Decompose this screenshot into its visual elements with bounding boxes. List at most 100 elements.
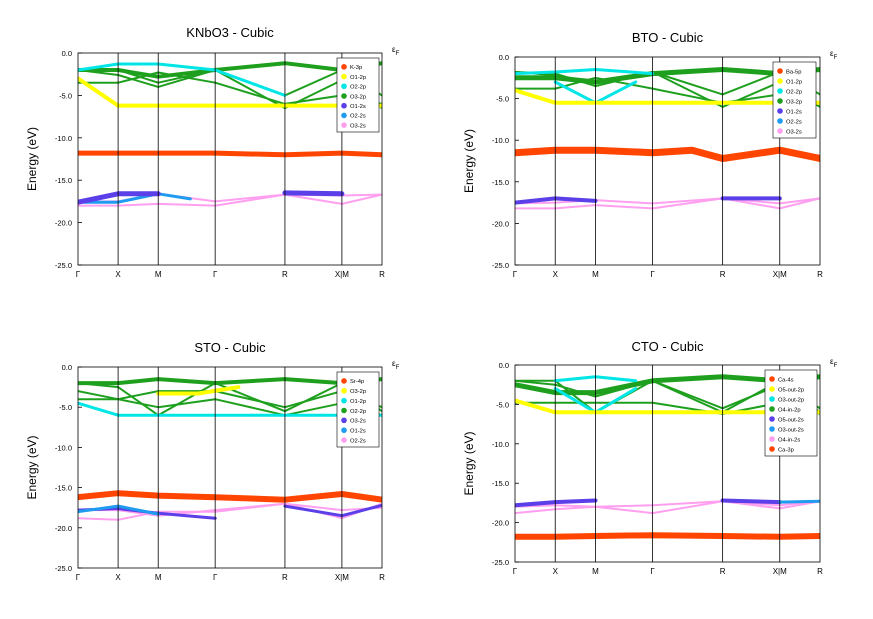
- k-point-label: X|M: [773, 270, 787, 279]
- k-point-label: Γ: [650, 270, 655, 279]
- k-point-label: Γ: [76, 270, 81, 279]
- band-panel-1: KNbO3 - Cubic 0.0 -5.0 -10.0 -15.0 -20.0 -25.0…: [25, 25, 400, 279]
- y-axis-label: Energy (eV): [25, 435, 39, 499]
- k-point-label: R: [720, 567, 726, 576]
- legend-marker: [769, 386, 775, 392]
- band-line: [78, 150, 382, 158]
- y-tick-label: -25.0: [492, 261, 509, 270]
- fermi-level-label: εF: [392, 359, 400, 371]
- y-tick-label: -5.0: [496, 400, 509, 409]
- panel-title: CTO - Cubic: [632, 339, 704, 354]
- legend-marker: [341, 378, 347, 384]
- band-line: [78, 398, 382, 417]
- k-point-label: Γ: [213, 573, 218, 582]
- legend-label: Sr-4p: [350, 379, 364, 385]
- legend-label: Ca-4s: [778, 377, 794, 383]
- legend-marker: [341, 437, 347, 443]
- legend-label: O3-2p: [350, 389, 366, 395]
- plot-frame: [514, 56, 821, 266]
- k-point-label: R: [379, 573, 385, 582]
- legend-marker: [341, 122, 347, 128]
- band-line: [78, 192, 192, 204]
- legend-label: O5-out-2p: [778, 387, 804, 393]
- k-point-label: X: [553, 567, 559, 576]
- legend-label: O1-2s: [786, 109, 802, 115]
- y-tick-label: -25.0: [55, 564, 72, 573]
- y-tick-label: -20.0: [492, 519, 509, 528]
- y-axis-label: Energy (eV): [25, 127, 39, 191]
- k-point-label: R: [720, 270, 726, 279]
- legend-label: O2-2p: [786, 89, 802, 95]
- panel-title: KNbO3 - Cubic: [186, 25, 274, 40]
- band-panel-2: BTO - Cubic 0.0 -5.0 -10.0 -15.0 -20.0 -25.0 Γ X…: [462, 30, 838, 279]
- legend-marker: [341, 397, 347, 404]
- legend-label: O1-2s: [350, 104, 366, 110]
- y-tick-label: -5.0: [496, 95, 509, 104]
- legend-marker: [341, 93, 347, 99]
- legend-label: O1-2p: [786, 79, 802, 85]
- legend: Ca-4s O5-out-2p O3-out-2p O4-in-2p O5-out-2s…: [764, 369, 818, 457]
- legend-label: O5-out-2s: [778, 417, 804, 423]
- legend-marker: [769, 426, 775, 432]
- legend-label: O1-2p: [350, 75, 366, 81]
- band-lines: [78, 377, 382, 521]
- legend-marker: [777, 68, 783, 74]
- y-tick-label: -25.0: [492, 558, 509, 567]
- legend-marker: [769, 396, 775, 402]
- legend-label: K-3p: [350, 65, 362, 71]
- legend-marker: [769, 446, 775, 452]
- k-point-label: X: [115, 270, 121, 279]
- legend-label: O2-2s: [786, 119, 802, 125]
- y-tick-label: -15.0: [55, 176, 72, 185]
- y-tick-label: 0.0: [62, 49, 72, 58]
- panel-title: BTO - Cubic: [632, 30, 704, 45]
- y-tick-label: -20.0: [55, 219, 72, 228]
- band-line: [78, 377, 382, 386]
- k-point-label: Γ: [213, 270, 218, 279]
- legend-label: O3-2s: [786, 129, 802, 135]
- band-panel-3: STO - Cubic 0.0 -5.0 -10.0 -15.0 -20.0 -25.0 Γ X…: [25, 340, 400, 582]
- legend-marker: [769, 406, 775, 412]
- band-line: [778, 499, 820, 504]
- y-tick-label: -10.0: [492, 440, 509, 449]
- plot-frame: [77, 366, 383, 569]
- legend-marker: [341, 73, 347, 80]
- band-line: [282, 190, 345, 197]
- legend-marker: [341, 387, 347, 394]
- y-tick-label: -10.0: [55, 134, 72, 143]
- legend-marker: [769, 436, 775, 442]
- k-point-label: X|M: [335, 573, 349, 582]
- band-panel-4: CTO - Cubic 0.0 -5.0 -10.0 -15.0 -20.0 -25.0 Γ X…: [462, 339, 838, 576]
- y-tick-label: -10.0: [55, 443, 72, 452]
- legend: Ba-5p O1-2p O2-2p O3-2p O1-2s O2-2s O3-2s: [772, 61, 817, 139]
- k-point-label: Γ: [513, 567, 518, 576]
- y-tick-label: -5.0: [59, 403, 72, 412]
- fermi-level-label: εF: [830, 49, 838, 61]
- legend-label: Ba-5p: [786, 69, 801, 75]
- k-point-label: X|M: [335, 270, 349, 279]
- legend-label: O1-2s: [350, 429, 366, 435]
- plot-frame: [77, 52, 383, 266]
- legend-label: O1-2p: [350, 399, 366, 405]
- k-point-label: R: [282, 270, 288, 279]
- k-point-label: R: [379, 270, 385, 279]
- y-tick-label: -10.0: [492, 136, 509, 145]
- y-tick-label: -15.0: [55, 484, 72, 493]
- legend-marker: [777, 108, 783, 114]
- legend-label: O2-2s: [350, 438, 366, 444]
- legend-marker: [341, 427, 347, 434]
- legend-label: O3-out-2p: [778, 397, 804, 403]
- legend-box: [764, 369, 818, 457]
- legend-marker: [777, 78, 783, 84]
- fermi-level-label: εF: [830, 357, 838, 369]
- legend-label: O3-2s: [350, 123, 366, 129]
- legend-marker: [769, 376, 775, 382]
- legend-label: Ca-3p: [778, 447, 794, 453]
- legend-marker: [341, 102, 347, 109]
- band-line: [515, 146, 820, 162]
- legend-label: O3-2p: [786, 99, 802, 105]
- legend-marker: [341, 407, 347, 414]
- k-point-label: R: [817, 567, 823, 576]
- k-point-label: M: [592, 270, 599, 279]
